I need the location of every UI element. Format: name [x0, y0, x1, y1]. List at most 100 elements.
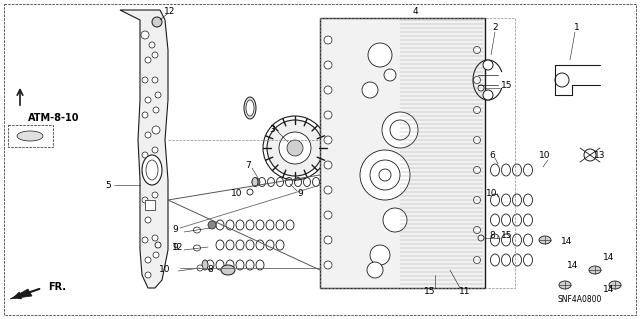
Text: ATM-8-10: ATM-8-10	[28, 113, 79, 123]
Text: 2: 2	[492, 24, 498, 33]
Circle shape	[142, 197, 148, 203]
Text: 4: 4	[412, 8, 418, 17]
Ellipse shape	[539, 236, 551, 244]
Circle shape	[152, 17, 162, 27]
Circle shape	[474, 256, 481, 263]
Circle shape	[474, 137, 481, 144]
Circle shape	[152, 126, 160, 134]
Circle shape	[145, 272, 151, 278]
Circle shape	[252, 178, 260, 186]
Circle shape	[149, 42, 155, 48]
Text: FR.: FR.	[48, 282, 66, 292]
Circle shape	[362, 82, 378, 98]
Circle shape	[384, 69, 396, 81]
Text: 10: 10	[159, 265, 171, 275]
Circle shape	[478, 85, 484, 91]
Circle shape	[368, 43, 392, 67]
Circle shape	[324, 61, 332, 69]
Text: 9: 9	[172, 226, 178, 234]
Circle shape	[145, 132, 151, 138]
Text: 14: 14	[567, 261, 579, 270]
Circle shape	[142, 237, 148, 243]
Text: 8: 8	[207, 265, 213, 275]
Circle shape	[324, 161, 332, 169]
Text: 15: 15	[424, 287, 436, 296]
Circle shape	[142, 112, 148, 118]
Circle shape	[197, 265, 203, 271]
Circle shape	[478, 235, 484, 241]
Circle shape	[555, 73, 569, 87]
Circle shape	[153, 252, 159, 258]
Ellipse shape	[17, 131, 43, 141]
Text: 8: 8	[489, 231, 495, 240]
Text: 10: 10	[486, 189, 498, 197]
Circle shape	[483, 60, 493, 70]
Ellipse shape	[202, 260, 208, 270]
Ellipse shape	[221, 265, 235, 275]
Circle shape	[474, 47, 481, 54]
Circle shape	[152, 235, 158, 241]
Ellipse shape	[246, 100, 254, 116]
Circle shape	[152, 52, 158, 58]
Circle shape	[584, 149, 596, 161]
Circle shape	[367, 262, 383, 278]
Circle shape	[145, 257, 151, 263]
Circle shape	[267, 120, 323, 176]
Circle shape	[370, 160, 400, 190]
Circle shape	[474, 77, 481, 84]
Polygon shape	[10, 289, 32, 299]
Circle shape	[141, 31, 149, 39]
Text: 15: 15	[501, 80, 513, 90]
Text: 15: 15	[501, 231, 513, 240]
Circle shape	[474, 167, 481, 174]
Circle shape	[152, 147, 158, 153]
Ellipse shape	[559, 281, 571, 289]
Circle shape	[390, 120, 410, 140]
Polygon shape	[120, 10, 168, 288]
Circle shape	[145, 57, 151, 63]
Circle shape	[287, 140, 303, 156]
Circle shape	[153, 107, 159, 113]
Circle shape	[152, 77, 158, 83]
Circle shape	[370, 245, 390, 265]
Text: 1: 1	[574, 24, 580, 33]
Text: 5: 5	[105, 181, 111, 189]
Bar	[145, 200, 155, 210]
Text: 11: 11	[460, 287, 471, 296]
Circle shape	[142, 152, 148, 158]
Text: 13: 13	[595, 151, 605, 160]
Circle shape	[155, 92, 161, 98]
Circle shape	[155, 242, 161, 248]
Circle shape	[152, 192, 158, 198]
Circle shape	[324, 36, 332, 44]
Text: 3: 3	[269, 125, 275, 135]
Text: 12: 12	[172, 243, 184, 253]
Circle shape	[324, 86, 332, 94]
Circle shape	[474, 197, 481, 204]
Text: 6: 6	[489, 151, 495, 160]
Ellipse shape	[146, 160, 158, 180]
Circle shape	[474, 226, 481, 234]
Circle shape	[324, 211, 332, 219]
Circle shape	[324, 261, 332, 269]
Text: 14: 14	[604, 254, 614, 263]
Circle shape	[145, 217, 151, 223]
Circle shape	[474, 107, 481, 114]
Circle shape	[324, 236, 332, 244]
Circle shape	[145, 97, 151, 103]
Circle shape	[208, 221, 216, 229]
Ellipse shape	[244, 97, 256, 119]
Bar	[320, 18, 515, 288]
Ellipse shape	[142, 155, 162, 185]
Text: 10: 10	[231, 189, 243, 197]
Text: 9: 9	[297, 189, 303, 197]
Text: 7: 7	[245, 160, 251, 169]
Circle shape	[145, 172, 151, 178]
Circle shape	[324, 136, 332, 144]
Circle shape	[279, 132, 311, 164]
Circle shape	[382, 112, 418, 148]
Circle shape	[324, 186, 332, 194]
Circle shape	[324, 111, 332, 119]
Ellipse shape	[589, 266, 601, 274]
Text: 10: 10	[540, 151, 551, 160]
